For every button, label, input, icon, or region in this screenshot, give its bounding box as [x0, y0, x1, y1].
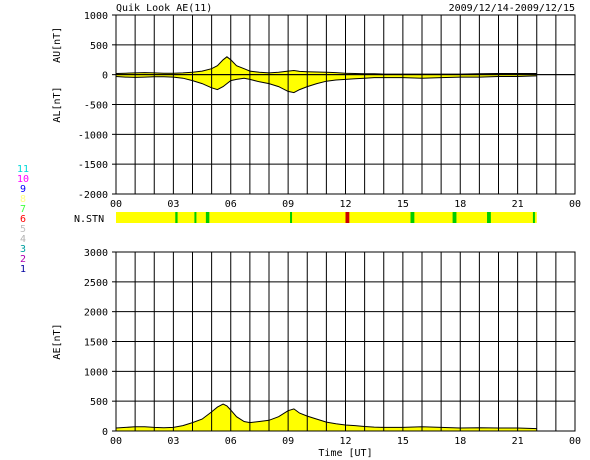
- series-fill-au: [116, 56, 537, 75]
- ytick-label: 0: [102, 71, 108, 82]
- station-bar-base: [116, 212, 537, 223]
- xtick-label: 00: [569, 199, 581, 210]
- xtick-label: 15: [397, 199, 409, 210]
- xtick-label: 09: [282, 436, 294, 447]
- series-fill-ae: [116, 404, 537, 431]
- au-al-panel: -2000 -1500 -1000 -500 0 500 1000 00 03 06 09 12 15…: [52, 11, 581, 210]
- station-mark: [345, 212, 350, 223]
- xtick-label: 18: [454, 199, 466, 210]
- ytick-label: 2500: [84, 278, 108, 289]
- ytick-label: -500: [84, 101, 108, 112]
- series-line-au: [115, 56, 537, 75]
- station-mark: [194, 212, 197, 223]
- station-mark: [532, 212, 535, 223]
- xtick-label: 00: [569, 436, 581, 447]
- xtick-label: 21: [512, 436, 524, 447]
- station-mark: [205, 212, 210, 223]
- time-axis-label: Time [UT]: [318, 448, 372, 459]
- legend-entry: 11: [17, 164, 29, 175]
- ytick-label: 1000: [84, 367, 108, 378]
- xtick-label: 06: [225, 436, 237, 447]
- xtick-label: 00: [110, 199, 122, 210]
- station-mark: [410, 212, 415, 223]
- ytick-label: 3000: [84, 248, 108, 259]
- station-mark: [487, 212, 491, 223]
- legend-entry: 8: [20, 194, 26, 205]
- xtick-label: 21: [512, 199, 524, 210]
- xtick-label: 09: [282, 199, 294, 210]
- legend-entry: 3: [20, 244, 26, 255]
- station-mark: [452, 212, 457, 223]
- legend-entry: 5: [20, 224, 26, 235]
- date-range: 2009/12/14-2009/12/15: [449, 3, 575, 14]
- station-mark: [175, 212, 178, 223]
- ytick-label: 500: [90, 41, 108, 52]
- ytick-label: -1000: [78, 130, 108, 141]
- series-line-al: [115, 75, 537, 94]
- ytick-label: 1500: [84, 338, 108, 349]
- xtick-label: 03: [167, 199, 179, 210]
- ytick-label: 1000: [84, 11, 108, 22]
- station-mark: [290, 212, 293, 223]
- xtick-label: 15: [397, 436, 409, 447]
- series-line-ae: [115, 403, 537, 430]
- plot-title: Quik Look AE(11): [116, 3, 212, 14]
- legend-entry: 9: [20, 184, 26, 195]
- station-count-bar: N.STN: [74, 212, 537, 225]
- ytick-label: 2000: [84, 308, 108, 319]
- legend-entry: 7: [20, 204, 26, 215]
- al-axis-label: AL[nT]: [52, 86, 63, 122]
- ae-panel: 0 500 1000 1500 2000 2500 3000 00 03 06 09 12 15 18 2…: [52, 248, 581, 459]
- ytick-label: 500: [90, 397, 108, 408]
- xtick-label: 18: [454, 436, 466, 447]
- ytick-label: -1500: [78, 160, 108, 171]
- ytick-label: -2000: [78, 190, 108, 201]
- legend-entry: 4: [20, 234, 26, 245]
- legend-entry: 10: [17, 174, 29, 185]
- xtick-label: 12: [339, 199, 351, 210]
- station-bar-label: N.STN: [74, 214, 104, 225]
- legend-entry: 1: [20, 264, 26, 275]
- legend-entry: 6: [20, 214, 26, 225]
- xtick-label: 12: [339, 436, 351, 447]
- ytick-label: 0: [102, 427, 108, 438]
- au-axis-label: AU[nT]: [52, 27, 63, 63]
- xtick-label: 00: [110, 436, 122, 447]
- series-fill-al: [116, 74, 537, 93]
- xtick-label: 06: [225, 199, 237, 210]
- ae-axis-label: AE[nT]: [52, 323, 63, 359]
- xtick-label: 03: [167, 436, 179, 447]
- legend-entry: 2: [20, 254, 26, 265]
